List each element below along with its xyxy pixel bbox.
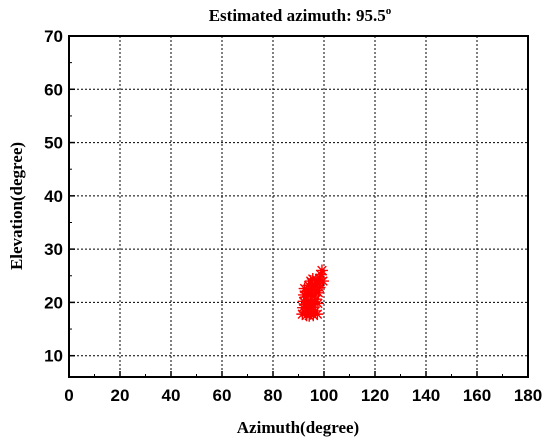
data-point [302,301,315,314]
y-axis-label: Elevation(degree) [7,142,26,270]
x-tick-label: 120 [361,386,389,405]
chart-title: Estimated azimuth: 95.5o [209,5,392,25]
data-point [314,268,327,281]
x-tick-label: 100 [310,386,338,405]
data-point [307,309,320,322]
data-point [297,295,310,308]
chart-title-text: Estimated azimuth: 95.5 [209,6,386,25]
plot-frame [68,35,529,378]
data-point [306,272,319,285]
data-point [315,264,328,277]
y-tick-label: 10 [44,347,63,366]
x-axis-label: Azimuth(degree) [237,418,359,437]
x-tick-label: 0 [64,386,73,405]
x-tick-label: 140 [412,386,440,405]
y-tick-label: 50 [44,134,63,153]
data-point [312,286,325,299]
x-tick-label: 160 [463,386,491,405]
data-point [313,281,326,294]
x-tick-label: 40 [162,386,181,405]
y-tick-label: 40 [44,187,63,206]
data-point [311,297,324,310]
data-point [307,298,320,311]
x-tick-label: 20 [111,386,130,405]
x-tick-label: 180 [514,386,542,405]
data-point [311,308,324,321]
y-tick-label: 60 [44,80,63,99]
grid-lines [69,36,528,377]
x-tick-label: 80 [264,386,283,405]
data-point [309,293,322,306]
y-tick-label: 20 [44,293,63,312]
data-point [316,275,329,288]
data-point [302,294,315,307]
chart-title-superscript: o [386,5,392,17]
axis-ticks: 0 20 40 60 80 100 120 140 160 180 10 20 30 40 50 60 70 [44,27,542,405]
data-point [309,304,322,317]
x-tick-label: 60 [213,386,232,405]
data-point [306,280,319,293]
data-point [304,287,317,300]
data-points [296,264,329,322]
y-tick-label: 30 [44,240,63,259]
y-tick-label: 70 [44,27,63,46]
